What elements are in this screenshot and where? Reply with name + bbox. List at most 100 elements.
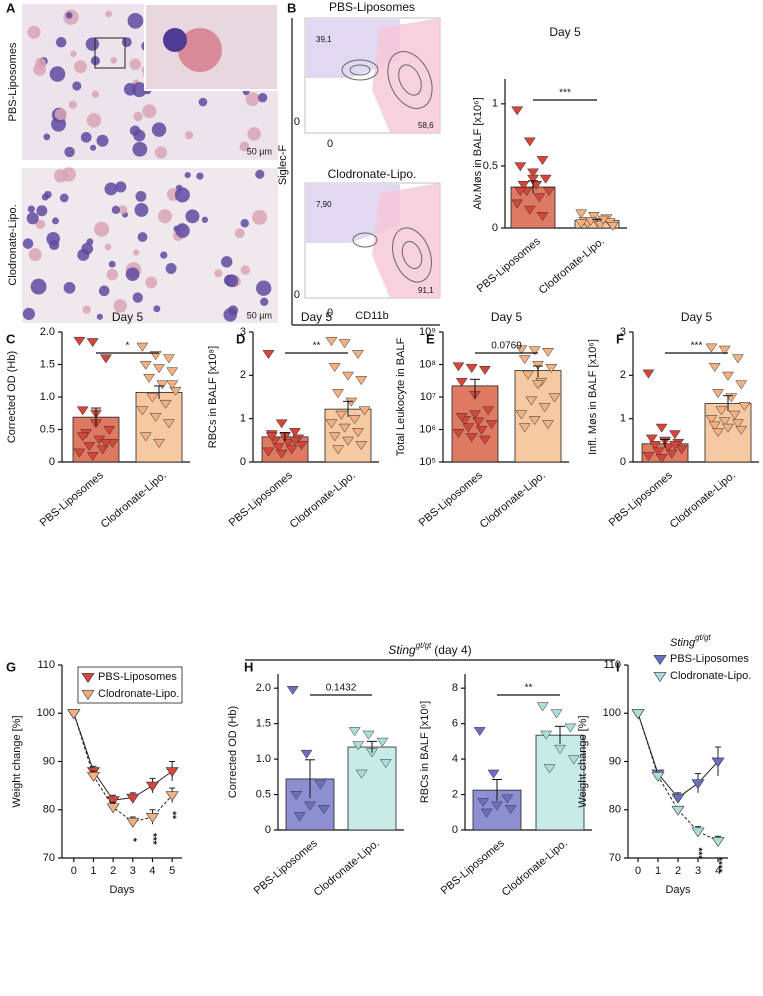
cell <box>201 216 209 223</box>
y-tick-label: 0 <box>265 824 271 836</box>
data-point <box>575 219 588 229</box>
category-label: Clodronate-Lipo. <box>500 837 570 898</box>
contour <box>398 64 422 96</box>
data-point <box>355 769 368 779</box>
category-label: Clodronate-Lipo. <box>537 235 607 296</box>
data-point <box>126 817 140 828</box>
cell <box>125 267 140 282</box>
y-tick-label: 3 <box>620 326 626 338</box>
x-tick-label: 3 <box>695 865 701 877</box>
data-point <box>606 221 619 231</box>
cell <box>127 13 144 29</box>
y-axis-label: Alv.Møs in BALF [x10⁶] <box>472 97 484 210</box>
cell <box>255 169 265 179</box>
panel-label: E <box>426 331 435 346</box>
x-axis-label: Days <box>109 884 135 896</box>
zoom-box <box>94 37 126 69</box>
x-tick-label: 1 <box>90 865 96 877</box>
contour <box>392 227 432 283</box>
data-point <box>86 451 99 461</box>
cell <box>133 249 140 256</box>
y-tick-label: 2 <box>452 788 458 800</box>
cell <box>27 205 35 213</box>
gate-value: 39,1 <box>316 35 332 44</box>
cell <box>110 57 118 64</box>
data-point <box>153 438 165 448</box>
data-point <box>288 428 301 438</box>
gate-value: 91,1 <box>418 286 434 295</box>
data-point <box>345 397 358 407</box>
data-point <box>262 350 275 360</box>
cell <box>46 232 60 246</box>
series-line <box>73 713 173 801</box>
y-tick-label: 0 <box>620 456 626 468</box>
data-point <box>485 420 498 430</box>
x-tick-label: 1 <box>655 865 661 877</box>
data-point <box>162 354 175 364</box>
cell <box>53 169 68 183</box>
data-point <box>539 174 552 184</box>
data-point <box>501 794 514 804</box>
x-tick-label: 4 <box>149 865 155 877</box>
y-tick-label: 2.0 <box>40 326 55 338</box>
data-point <box>103 425 116 435</box>
axis-zero: 0 <box>327 138 333 150</box>
panel-label: B <box>287 0 296 15</box>
data-point <box>532 360 544 370</box>
data-point <box>715 406 728 416</box>
category-label: PBS-Liposomes <box>38 469 107 529</box>
chart-title: Day 5 <box>112 310 144 324</box>
y-tick-label: 10⁵ <box>419 456 436 468</box>
cell <box>240 265 251 275</box>
data-point <box>282 438 295 448</box>
x-tick-label: 2 <box>110 865 116 877</box>
cell <box>55 36 67 48</box>
x-tick-label: 4 <box>715 865 721 877</box>
row-label: Clodronate-Lipo. <box>7 204 19 285</box>
axis-zero: 0 <box>294 116 300 128</box>
cell <box>68 100 78 109</box>
data-point <box>718 345 731 355</box>
data-point <box>691 827 705 838</box>
cell <box>85 37 100 51</box>
data-point <box>711 837 725 848</box>
category-label: PBS-Liposomes <box>227 469 296 529</box>
cell <box>80 131 92 143</box>
y-tick-label: 1.5 <box>256 718 271 730</box>
cell <box>96 313 103 320</box>
y-tick-label: 1.5 <box>40 358 55 370</box>
data-point <box>518 423 531 433</box>
y-tick-label: 90 <box>609 755 621 767</box>
data-point <box>523 137 536 147</box>
data-point <box>543 764 556 774</box>
y-tick-label: 1.0 <box>40 391 55 403</box>
legend-label: PBS-Liposomes <box>98 671 177 683</box>
cell <box>121 37 132 48</box>
contour <box>341 59 379 81</box>
data-point <box>491 801 503 811</box>
micrograph <box>22 168 278 323</box>
data-point <box>731 354 744 364</box>
data-point <box>165 767 179 778</box>
panel-label: A <box>6 0 16 15</box>
data-point <box>328 363 341 373</box>
cell <box>111 205 121 215</box>
cell <box>163 28 187 52</box>
category-label: Clodronate-Lipo. <box>312 837 382 898</box>
data-point <box>511 199 524 209</box>
legend-marker <box>81 690 95 700</box>
data-point <box>527 168 539 178</box>
data-point <box>325 419 338 429</box>
panel-label: F <box>616 331 624 346</box>
cell <box>59 193 69 203</box>
cell <box>225 274 239 288</box>
data-point <box>655 423 668 433</box>
data-point <box>538 403 551 413</box>
data-point <box>536 212 549 221</box>
data-point <box>711 757 725 768</box>
data-point <box>525 396 538 406</box>
chart-title: Day 5 <box>549 25 581 39</box>
data-point <box>518 355 531 365</box>
chart-title: Day 5 <box>681 310 713 324</box>
data-point <box>642 369 655 379</box>
